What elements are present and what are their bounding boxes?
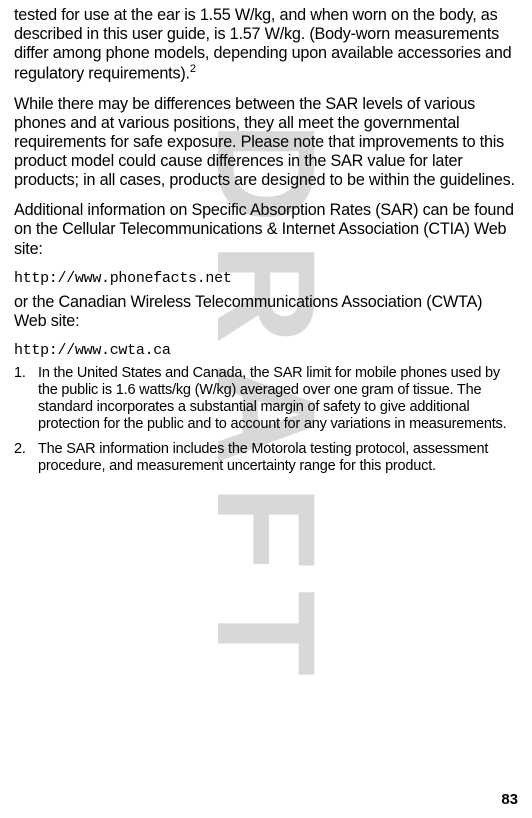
footnote-2-text: The SAR information includes the Motorol… <box>38 441 518 475</box>
paragraph-ctia-info: Additional information on Specific Absor… <box>14 201 518 258</box>
paragraph-sar-values: tested for use at the ear is 1.55 W/kg, … <box>14 6 518 84</box>
page-number: 83 <box>501 791 518 808</box>
footnote-1: 1. In the United States and Canada, the … <box>14 365 518 433</box>
footnote-1-text: In the United States and Canada, the SAR… <box>38 365 518 433</box>
url-cwta: http://www.cwta.ca <box>14 342 518 359</box>
superscript-2: 2 <box>190 63 196 75</box>
paragraph-sar-differences: While there may be differences between t… <box>14 95 518 191</box>
page-content: tested for use at the ear is 1.55 W/kg, … <box>0 0 532 476</box>
footnote-2-number: 2. <box>14 441 38 475</box>
footnote-2: 2. The SAR information includes the Moto… <box>14 441 518 475</box>
paragraph-cwta-info: or the Canadian Wireless Telecommunicati… <box>14 293 518 331</box>
p1-text: tested for use at the ear is 1.55 W/kg, … <box>14 6 511 83</box>
url-phonefacts: http://www.phonefacts.net <box>14 270 518 287</box>
footnote-1-number: 1. <box>14 365 38 433</box>
footnotes-section: 1. In the United States and Canada, the … <box>14 365 518 476</box>
